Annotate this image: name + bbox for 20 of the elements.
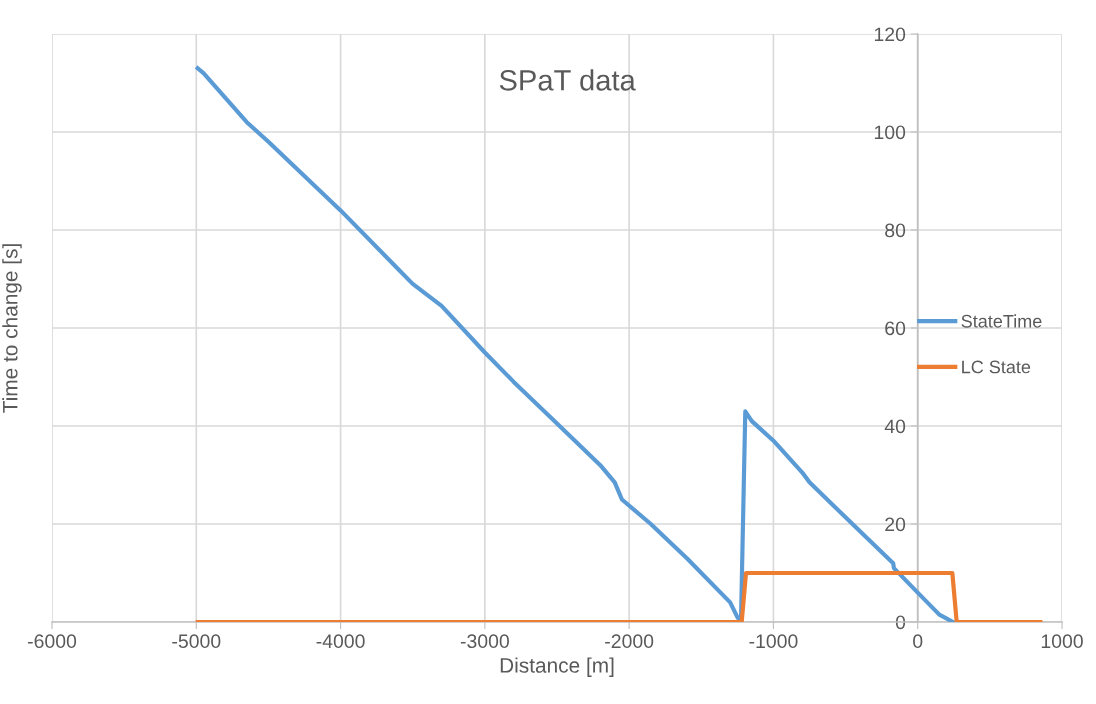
- y-axis-title: Time to change [s]: [2, 244, 22, 413]
- text: SPaT data: [499, 69, 636, 91]
- x-tick-label: -2000: [605, 634, 654, 649]
- y-tick-label: 40: [884, 419, 906, 434]
- y-tick-label: 120: [874, 27, 906, 42]
- x-tick-label: 0: [913, 634, 923, 649]
- x-tick-label: -5000: [172, 634, 221, 649]
- y-tick-label: 0: [895, 615, 906, 630]
- y-tick-label: 60: [885, 321, 906, 336]
- legend-label: LC State: [962, 360, 1031, 374]
- x-tick-label: -1000: [749, 634, 798, 649]
- x-tick-label: -6000: [28, 634, 77, 649]
- y-tick-label: 100: [874, 125, 906, 140]
- x-tick-label: 1000: [1041, 634, 1083, 649]
- x-tick-label: -3000: [460, 634, 509, 649]
- y-tick-label: 80: [885, 223, 906, 238]
- x-axis-title: Distance [m]: [500, 657, 614, 677]
- legend-label: StateTime: [961, 314, 1042, 328]
- x-tick-label: -4000: [316, 634, 365, 649]
- y-tick-label: 20: [885, 517, 906, 532]
